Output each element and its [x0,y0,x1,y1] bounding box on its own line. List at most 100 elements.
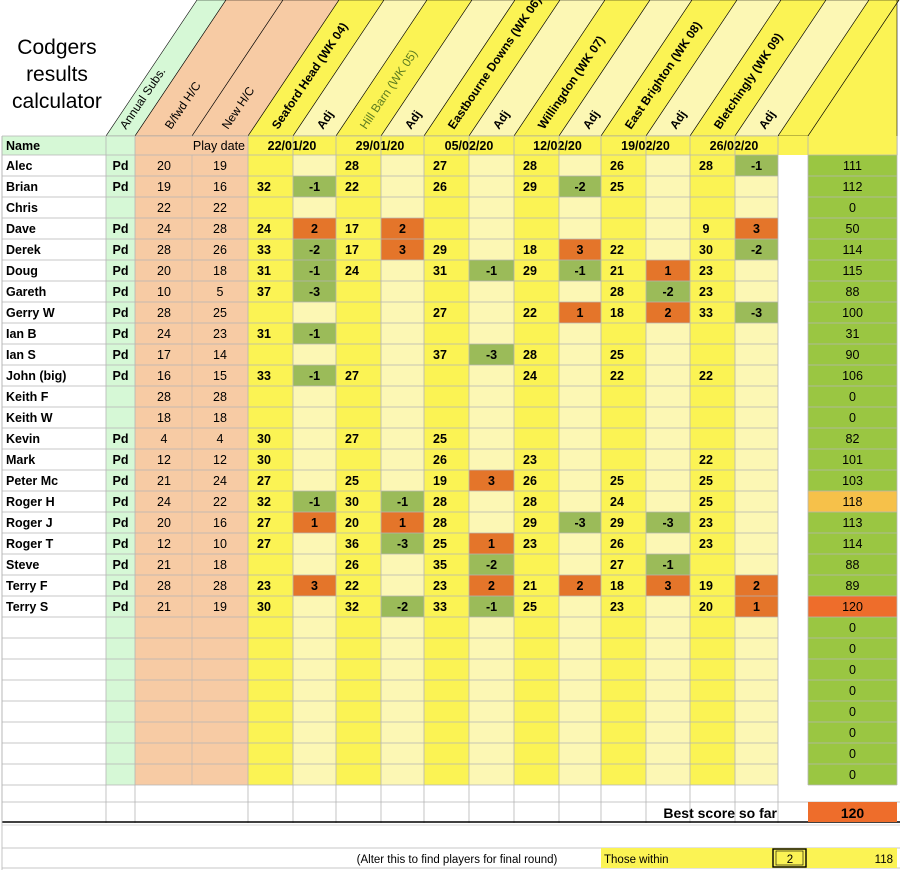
name-cell [2,344,106,365]
score-cell [336,617,381,638]
adj-cell [646,218,690,239]
adjustment-value: -1 [662,558,673,572]
adj-cell [381,260,424,281]
score-cell [424,491,469,512]
paid-cell [106,680,135,701]
total-cell [808,533,897,554]
adj-cell [293,575,336,596]
score-cell [514,323,559,344]
round-score: 28 [523,348,537,362]
adj-cell [559,470,601,491]
gap-cell [778,680,808,701]
paid-cell [106,365,135,386]
adj-cell [293,722,336,743]
round-score: 27 [610,558,624,572]
round-score: 22 [610,243,624,257]
total-score: 120 [842,600,863,614]
adj-cell [469,680,514,701]
bfwd-handicap: 12 [157,537,171,551]
adj-cell [646,596,690,617]
adj-cell [381,491,424,512]
round-score: 25 [610,180,624,194]
adjustment-value: -1 [309,495,320,509]
adj-cell [559,659,601,680]
score-cell [690,764,735,785]
total-cell [808,470,897,491]
score-cell [248,176,293,197]
adj-cell [559,239,601,260]
score-cell [601,218,646,239]
total-score: 0 [849,684,856,698]
adj-cell [559,428,601,449]
name-cell [2,638,106,659]
bfwd-handicap: 21 [157,600,171,614]
round-score: 25 [433,432,447,446]
adj-cell [559,533,601,554]
adj-cell [735,197,778,218]
adj-cell [735,722,778,743]
score-cell [424,470,469,491]
score-cell [336,176,381,197]
gap-cell [778,260,808,281]
title-line-2: results [26,63,88,86]
total-score: 88 [846,285,860,299]
name-cell [2,512,106,533]
score-cell [514,638,559,659]
total-score: 100 [842,306,863,320]
paid-cell [106,302,135,323]
adj-cell [381,176,424,197]
adj-cell [646,407,690,428]
score-cell [336,512,381,533]
adj-cell [735,407,778,428]
round-score: 23 [699,285,713,299]
name-cell [2,323,106,344]
score-cell [424,365,469,386]
round-score: 23 [257,579,271,593]
score-cell [514,680,559,701]
score-cell [336,218,381,239]
name-cell [2,155,106,176]
adj-cell [469,743,514,764]
round-score: 22 [523,306,537,320]
gap-cell [778,407,808,428]
handicap-cell [135,323,248,344]
round-score: 24 [345,264,359,278]
score-cell [248,743,293,764]
round-score: 23 [699,516,713,530]
round-score: 30 [699,243,713,257]
adj-cell [735,302,778,323]
total-cell [808,281,897,302]
bfwd-handicap: 20 [157,264,171,278]
adjustment-value: 3 [399,243,406,257]
adj-cell [646,575,690,596]
score-cell [514,218,559,239]
score-cell [424,323,469,344]
score-cell [336,197,381,218]
adjustment-value: 2 [399,222,406,236]
score-cell [248,533,293,554]
player-name: Gerry W [6,306,55,320]
adj-cell [293,260,336,281]
within-value[interactable]: 2 [787,854,793,866]
within-value-cell[interactable] [771,848,808,868]
adj-cell [469,491,514,512]
score-cell [248,428,293,449]
threshold-cell [808,848,897,868]
score-cell [424,428,469,449]
date-header-cell-5 [601,136,690,155]
adj-cell [735,764,778,785]
round-score: 18 [610,306,624,320]
player-name: Chris [6,201,38,215]
total-score: 111 [843,159,862,173]
total-score: 31 [846,327,860,341]
paid-status: Pd [113,558,129,572]
round-score: 36 [345,537,359,551]
total-cell [808,323,897,344]
score-cell [424,449,469,470]
round-score: 32 [257,495,271,509]
score-cell [336,659,381,680]
total-cell [808,638,897,659]
new-handicap: 19 [213,600,227,614]
score-cell [690,659,735,680]
paid-status: Pd [113,159,129,173]
